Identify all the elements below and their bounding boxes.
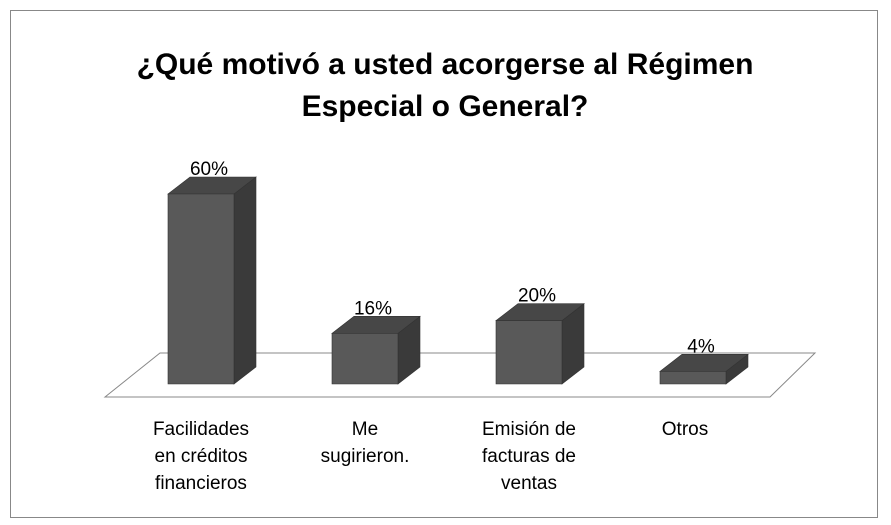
data-label: 20% <box>518 286 556 307</box>
bar <box>167 176 257 385</box>
x-tick-label: Me sugirieron. <box>320 419 410 467</box>
chart-title: ¿Qué motivó a usted acorgerse al Régimen… <box>136 48 754 123</box>
bar-side <box>233 176 257 385</box>
bar-front <box>331 333 399 385</box>
bar-front <box>659 371 727 385</box>
x-tick-label: Facilidades en créditos financieros <box>152 419 250 494</box>
data-label: 4% <box>687 336 715 357</box>
chart-frame <box>10 10 878 518</box>
bar-front <box>167 193 235 385</box>
x-tick-label: Otros <box>661 419 709 440</box>
bar <box>659 353 749 385</box>
floor <box>103 352 817 398</box>
data-label: 60% <box>190 159 228 180</box>
bar <box>495 303 585 385</box>
x-tick-label: Emisión de facturas de ventas <box>482 419 576 494</box>
data-label: 16% <box>354 298 392 319</box>
bar-front <box>495 320 563 385</box>
bar <box>331 315 421 385</box>
